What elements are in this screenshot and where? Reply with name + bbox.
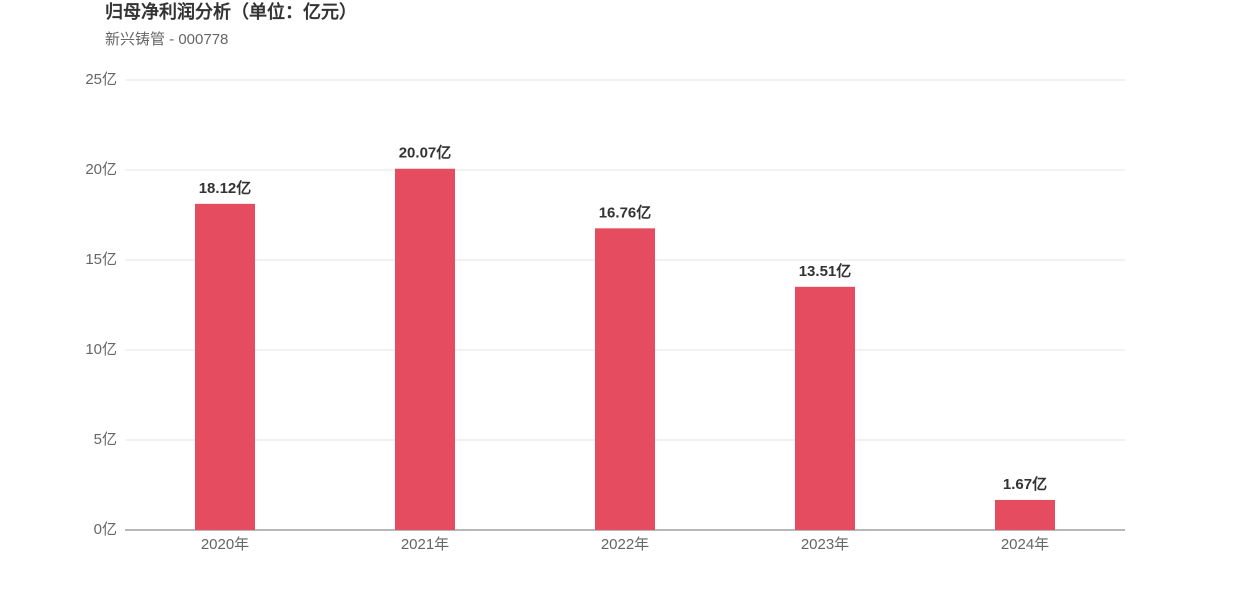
bar: [795, 286, 855, 530]
value-label: 18.12亿: [199, 179, 252, 197]
chart-subtitle: 新兴铸管 - 000778: [105, 31, 228, 48]
bar: [195, 203, 255, 530]
x-tick-label: 2020年: [201, 536, 249, 553]
x-tick-label: 2022年: [601, 536, 649, 553]
bar: [395, 168, 455, 531]
y-tick-label: 20亿: [85, 161, 117, 178]
x-tick-label: 2023年: [801, 536, 849, 553]
value-label: 16.76亿: [599, 203, 652, 221]
y-tick-label: 5亿: [94, 431, 117, 448]
y-tick-label: 0亿: [94, 521, 117, 538]
y-tick-label: 25亿: [85, 71, 117, 88]
bar: [595, 228, 655, 530]
value-label: 13.51亿: [799, 262, 852, 280]
bar: [995, 499, 1055, 530]
y-tick-label: 15亿: [85, 251, 117, 268]
x-tick-label: 2024年: [1001, 536, 1049, 553]
y-tick-label: 10亿: [85, 341, 117, 358]
x-tick-label: 2021年: [401, 536, 449, 553]
value-label: 20.07亿: [399, 144, 452, 162]
value-label: 1.67亿: [1003, 475, 1047, 493]
chart-title: 归母净利润分析（单位：亿元）: [105, 1, 357, 22]
